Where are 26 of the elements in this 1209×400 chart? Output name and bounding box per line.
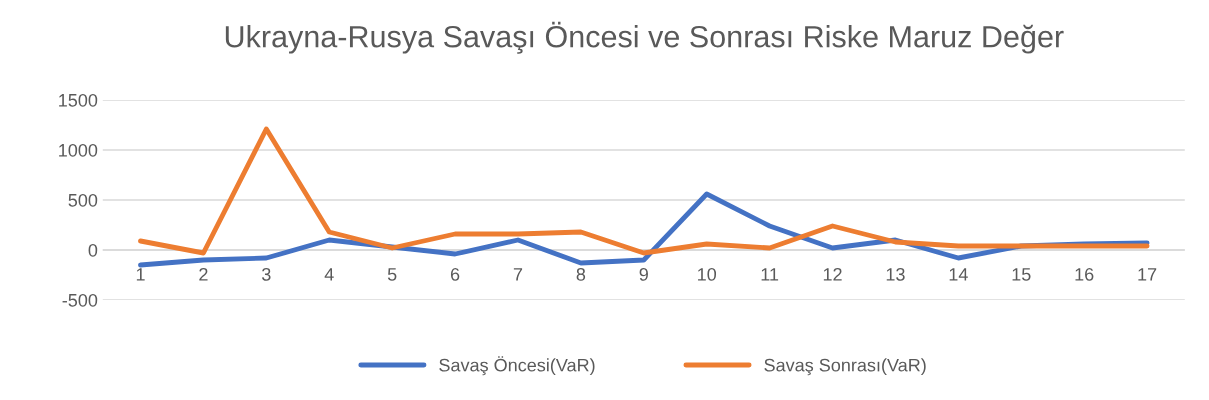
- x-tick-label: 16: [1075, 267, 1094, 281]
- chart-title: Ukrayna-Rusya Savaşı Öncesi ve Sonrası Riske Maruz Değer: [225, 21, 1064, 54]
- y-tick-label: 1500: [59, 93, 98, 107]
- x-tick-label: 2: [199, 267, 208, 281]
- legend-label: Savaş Sonrası(VaR): [764, 358, 926, 376]
- y-tick-label: 500: [68, 193, 98, 207]
- x-tick-label: 4: [324, 268, 334, 281]
- x-tick-label: 7: [513, 268, 523, 281]
- x-tick-label: 12: [823, 267, 842, 281]
- x-tick-label: 5: [387, 268, 397, 281]
- x-tick-label: 9: [639, 267, 648, 281]
- x-tick-label: 8: [576, 267, 586, 281]
- x-tick-label: 14: [949, 268, 968, 281]
- y-tick-label: 0: [88, 243, 98, 257]
- x-tick-label: 13: [886, 267, 905, 281]
- y-tick-label: 1000: [59, 143, 98, 157]
- y-tick-label: -500: [62, 293, 98, 307]
- line-series: [138, 126, 1150, 256]
- x-tick-label: 3: [262, 267, 271, 281]
- x-tick-label: 6: [450, 267, 460, 281]
- x-tick-label: 15: [1012, 268, 1031, 281]
- legend-label: Savaş Öncesi(VaR): [439, 356, 595, 376]
- x-tick-label: 17: [1138, 268, 1157, 281]
- x-tick-label: 10: [698, 267, 717, 281]
- x-tick-label: 11: [761, 268, 779, 281]
- x-tick-label: 1: [136, 268, 145, 281]
